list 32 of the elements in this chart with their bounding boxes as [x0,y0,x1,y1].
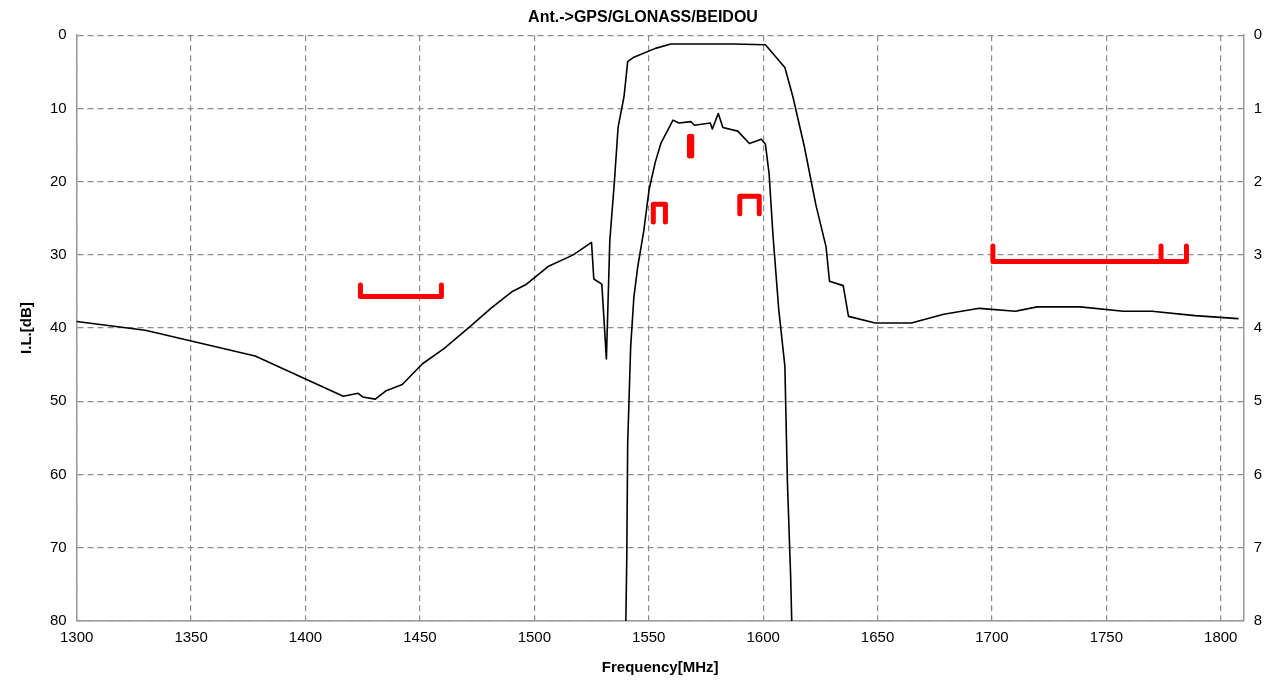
x-axis-title: Frequency[MHz] [601,658,719,676]
y-tick-label: 80 [50,611,67,629]
x-tick-label: 1500 [517,628,552,646]
y-tick-label: 70 [50,537,67,555]
y2-tick-label: 1 [1253,98,1262,116]
y-tick-label: 50 [50,391,67,409]
y2-tick-label: 5 [1253,391,1262,409]
x-tick-label: 1300 [60,628,94,646]
x-tick-label: 1350 [174,628,208,646]
chart-title: Ant.->GPS/GLONASS/BEIDOU [528,8,758,26]
y2-tick-label: 7 [1253,537,1262,555]
y2-tick-label: 0 [1253,25,1262,43]
y-tick-label: 30 [50,245,67,263]
x-tick-label: 1400 [288,628,323,646]
x-tick-label: 1600 [746,628,780,646]
y-tick-label: 40 [50,318,67,336]
y-axis-title: I.L.[dB] [17,302,35,354]
y-tick-label: 10 [50,98,67,116]
x-tick-label: 1650 [860,628,895,646]
y-tick-label: 0 [58,25,67,43]
y-tick-label: 20 [50,171,67,189]
y2-tick-label: 2 [1253,171,1262,189]
x-tick-label: 1450 [403,628,437,646]
x-tick-label: 1800 [1204,628,1238,646]
x-tick-label: 1750 [1089,628,1124,646]
y2-tick-label: 3 [1253,245,1262,263]
y2-tick-label: 8 [1253,611,1262,629]
y2-tick-label: 4 [1253,318,1262,336]
y2-tick-label: 6 [1253,464,1262,482]
x-tick-label: 1700 [975,628,1009,646]
y-tick-label: 60 [50,464,67,482]
x-tick-label: 1550 [632,628,666,646]
